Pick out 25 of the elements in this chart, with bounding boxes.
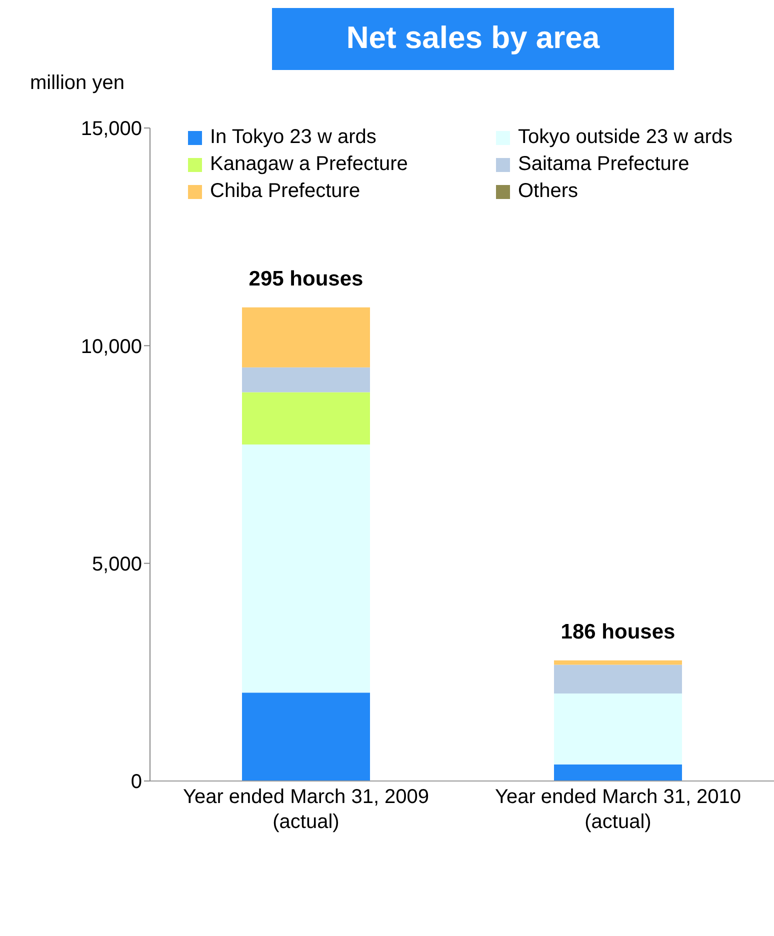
annotation: 295 houses [248, 267, 364, 290]
y-tick-label: 0 [130, 771, 142, 794]
y-tick-label: 5,000 [92, 553, 142, 576]
legend-label: Others [518, 180, 578, 203]
annotation: 186 houses [560, 620, 676, 644]
y-tick-label: 10,000 [80, 336, 142, 358]
y-tick-label: 15,000 [80, 118, 142, 140]
y-axis-title: million yen [30, 72, 124, 95]
legend-label: In Tokyo 23 w ards [210, 126, 376, 149]
legend-label: Tokyo outside 23 w ards [518, 126, 733, 149]
bar [242, 692, 370, 781]
chart-title: Net sales by area [272, 6, 674, 70]
legend-label: Kanagaw a Prefecture [210, 153, 408, 176]
x-tick-label: Year ended March 31, 2009 (actual) [182, 786, 430, 833]
bar [242, 367, 370, 392]
x-tick-label: Year ended March 31, 2010 (actual) [494, 786, 742, 833]
bar [242, 444, 370, 693]
bar [242, 392, 370, 444]
bar [554, 664, 682, 694]
legend-label: Chiba Prefecture [210, 180, 360, 203]
bar [242, 307, 370, 368]
legend-label: Saitama Prefecture [518, 153, 690, 176]
bar [554, 694, 682, 764]
bar [554, 660, 682, 665]
bar [554, 764, 682, 781]
